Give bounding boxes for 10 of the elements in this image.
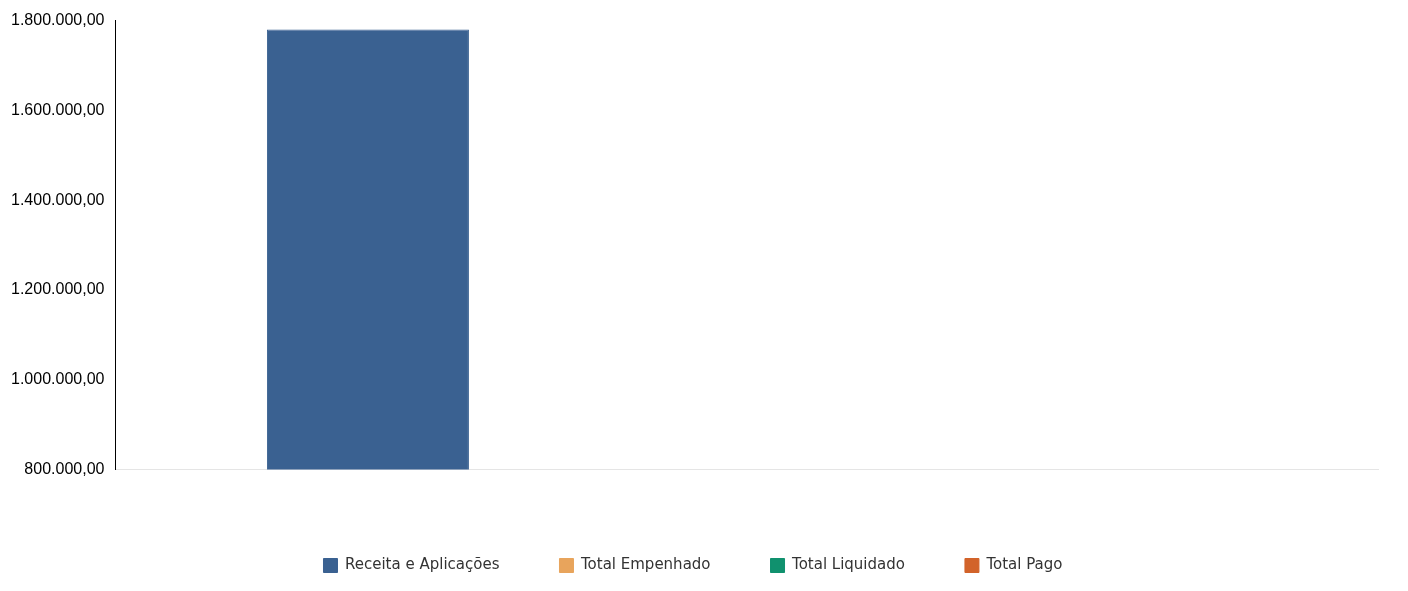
y-tick-label: 1.000.000,00 (11, 370, 105, 388)
legend-label: Total Pago (985, 555, 1063, 574)
y-tick-label: 1.800.000,00 (11, 11, 105, 29)
y-tick-label: 1.400.000,00 (11, 190, 105, 208)
legend-label: Receita e Aplicações (344, 555, 500, 574)
y-tick-label: 1.200.000,00 (11, 280, 105, 298)
y-tick-label: 1.600.000,00 (11, 100, 105, 118)
legend-label: Total Liquidado (791, 555, 905, 574)
legend-label: Total Empenhado (579, 555, 711, 574)
y-tick-label: 800.000,00 (24, 460, 105, 478)
